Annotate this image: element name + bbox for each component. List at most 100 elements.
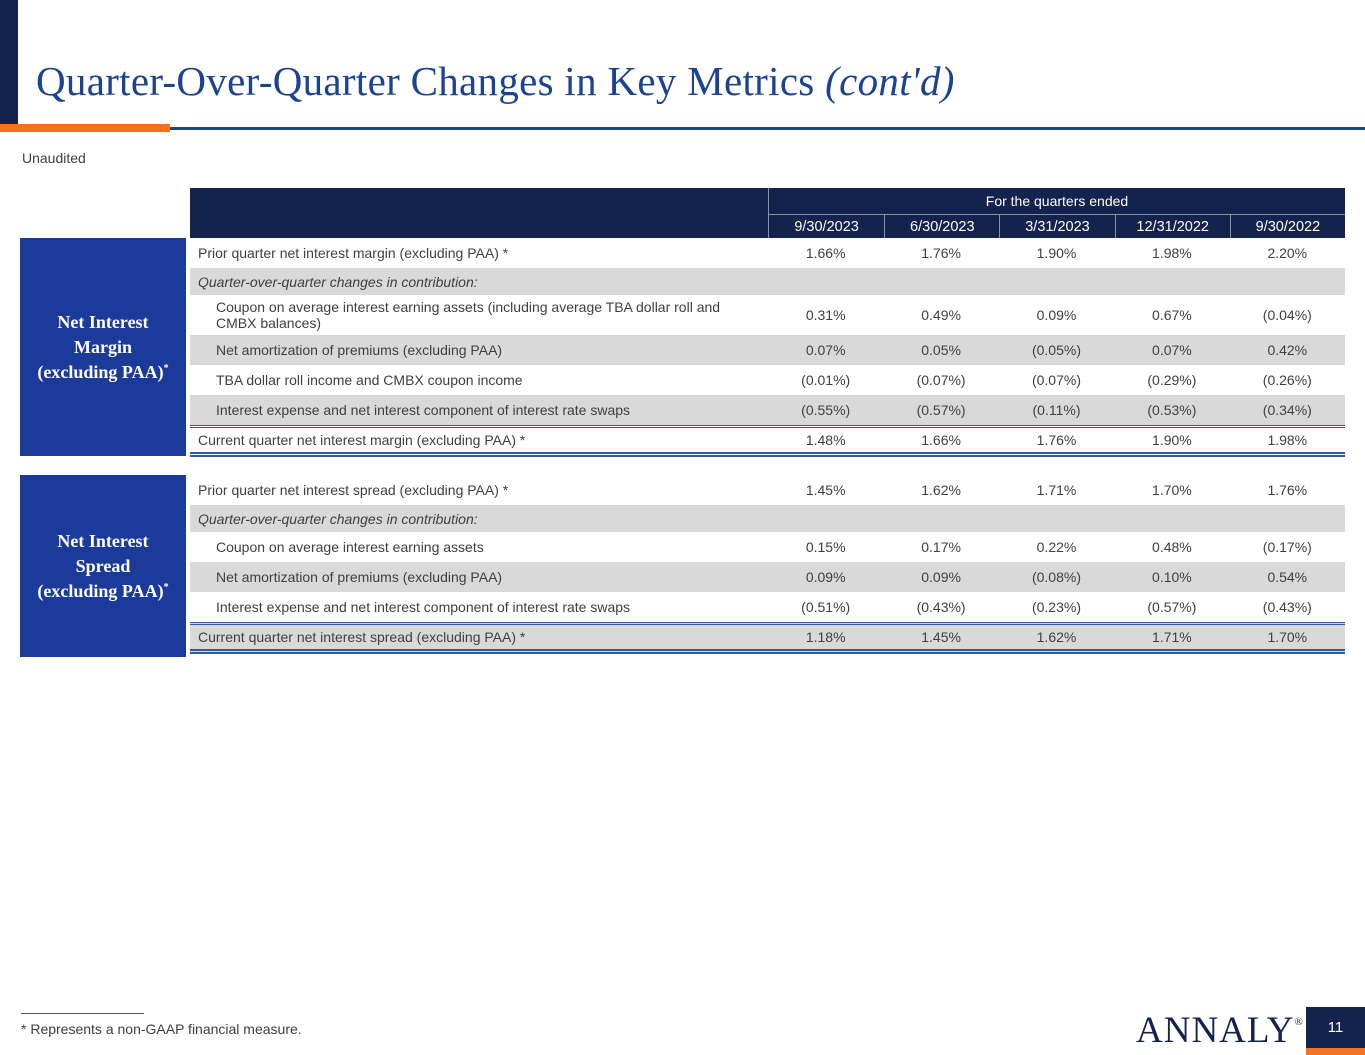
net-interest-spread-table: Prior quarter net interest spread (exclu… — [190, 475, 1345, 654]
cell-value: 1.76% — [1267, 482, 1308, 498]
row-label: Prior quarter net interest margin (exclu… — [198, 245, 509, 261]
cell-value: (0.53%) — [1147, 402, 1197, 418]
cell-value: 0.54% — [1267, 569, 1308, 585]
side-label-line: Net Interest — [57, 530, 149, 551]
cell-value: 1.76% — [1036, 432, 1077, 448]
side-label-line: Net Interest — [57, 311, 149, 332]
cell-value: 1.70% — [1267, 629, 1308, 645]
cell-value: 0.22% — [1036, 539, 1077, 555]
cell-value: 0.31% — [805, 307, 846, 323]
side-label-line: (excluding PAA)* — [37, 580, 169, 601]
page-number: 11 — [1327, 1019, 1344, 1036]
side-label-line: Margin — [74, 336, 132, 357]
cell-value — [1114, 517, 1229, 521]
table-row: Quarter-over-quarter changes in contribu… — [190, 268, 1345, 295]
cell-value: 1.18% — [805, 629, 846, 645]
cell-value: 2.20% — [1267, 245, 1308, 261]
column-header-date: 9/30/2022 — [1229, 215, 1345, 238]
quarters-header-title: For the quarters ended — [769, 188, 1345, 215]
row-label: Quarter-over-quarter changes in contribu… — [198, 273, 478, 290]
cell-value: 1.90% — [1036, 245, 1077, 261]
page-number-accent-bar — [1306, 1048, 1365, 1055]
table-row: Interest expense and net interest compon… — [190, 592, 1345, 622]
quarters-header: For the quarters ended 9/30/2023 6/30/2023… — [768, 188, 1345, 238]
cell-value — [883, 517, 998, 521]
cell-value: (0.51%) — [801, 599, 851, 615]
row-label: Quarter-over-quarter changes in contribu… — [198, 510, 478, 527]
cell-value: 0.07% — [805, 342, 846, 358]
cell-value: (0.57%) — [916, 402, 966, 418]
page-number-badge: 11 — [1306, 1007, 1365, 1048]
cell-value: (0.01%) — [801, 372, 851, 388]
table-row: Current quarter net interest margin (exc… — [190, 425, 1345, 457]
title-underline-navy — [170, 127, 1365, 130]
table-header-spacer — [190, 188, 768, 238]
column-header-date: 9/30/2023 — [794, 218, 859, 235]
table-row: Net amortization of premiums (excluding … — [190, 335, 1345, 365]
row-label: TBA dollar roll income and CMBX coupon i… — [216, 372, 523, 388]
cell-value: 1.98% — [1267, 432, 1308, 448]
page-title-text: Quarter-Over-Quarter Changes in Key Metr… — [36, 58, 815, 104]
cell-value: (0.04%) — [1262, 307, 1312, 323]
section-label-net-interest-spread: Net Interest Spread (excluding PAA)* — [20, 475, 186, 657]
cell-value: 0.17% — [921, 539, 961, 555]
registered-mark: ® — [1294, 1016, 1303, 1028]
side-label-line: (excluding PAA)* — [37, 361, 169, 382]
footnote-text: * Represents a non-GAAP financial measur… — [21, 1021, 302, 1037]
cell-value: 1.66% — [805, 245, 846, 261]
section-label-net-interest-margin: Net Interest Margin (excluding PAA)* — [20, 238, 186, 456]
cell-value: (0.43%) — [1262, 599, 1312, 615]
row-label: Prior quarter net interest spread (exclu… — [198, 482, 509, 498]
column-header-date: 12/31/2022 — [1114, 215, 1230, 238]
quarters-dates-row: 9/30/2023 6/30/2023 3/31/2023 12/31/2022 9/3… — [769, 215, 1345, 238]
side-label-line: Spread — [75, 555, 131, 576]
cell-value — [768, 517, 883, 521]
row-label: Interest expense and net interest compon… — [216, 599, 631, 615]
table-row: Prior quarter net interest spread (exclu… — [190, 475, 1345, 505]
table-row: Interest expense and net interest compon… — [190, 395, 1345, 425]
cell-value: (0.29%) — [1147, 372, 1197, 388]
cell-value: 1.71% — [1152, 629, 1192, 645]
cell-value: 0.49% — [921, 307, 961, 323]
table-row: Current quarter net interest spread (exc… — [190, 622, 1345, 654]
title-underline-orange — [0, 124, 170, 132]
cell-value: 0.10% — [1152, 569, 1192, 585]
net-interest-margin-table: For the quarters ended 9/30/2023 6/30/2023… — [190, 188, 1345, 457]
cell-value — [883, 280, 998, 284]
page-title-suffix: (cont'd) — [825, 58, 955, 104]
cell-value — [1230, 517, 1345, 521]
cell-value: (0.57%) — [1147, 599, 1197, 615]
row-label: Net amortization of premiums (excluding … — [216, 569, 503, 585]
table-row: Net amortization of premiums (excluding … — [190, 562, 1345, 592]
cell-value: (0.34%) — [1262, 402, 1312, 418]
row-label: Interest expense and net interest compon… — [216, 402, 631, 418]
cell-value: 1.70% — [1152, 482, 1192, 498]
footnote-marker: * — [163, 362, 169, 374]
cell-value: 1.62% — [1036, 629, 1077, 645]
cell-value: (0.08%) — [1031, 569, 1081, 585]
page-title: Quarter-Over-Quarter Changes in Key Metr… — [36, 56, 955, 106]
footnote-rule — [21, 1013, 144, 1014]
cell-value: (0.23%) — [1031, 599, 1081, 615]
row-label: Coupon on average interest earning asset… — [216, 539, 484, 555]
cell-value: 1.62% — [921, 482, 961, 498]
row-label: Current quarter net interest margin (exc… — [198, 432, 526, 448]
cell-value: 0.15% — [805, 539, 846, 555]
cell-value — [999, 280, 1114, 284]
corner-accent-bar — [0, 0, 18, 125]
cell-value: 1.76% — [921, 245, 961, 261]
table-row: Quarter-over-quarter changes in contribu… — [190, 505, 1345, 532]
cell-value: 1.98% — [1152, 245, 1192, 261]
cell-value: (0.43%) — [916, 599, 966, 615]
cell-value: (0.11%) — [1032, 402, 1081, 418]
cell-value — [1114, 280, 1229, 284]
column-header-date: 3/31/2023 — [999, 215, 1114, 238]
column-header-date: 6/30/2023 — [884, 215, 999, 238]
cell-value — [999, 517, 1114, 521]
annaly-logo: ANNALY® — [1136, 999, 1303, 1054]
cell-value: (0.17%) — [1262, 539, 1312, 555]
cell-value: 0.07% — [1152, 342, 1192, 358]
cell-value — [768, 280, 883, 284]
cell-value: 1.66% — [921, 432, 961, 448]
